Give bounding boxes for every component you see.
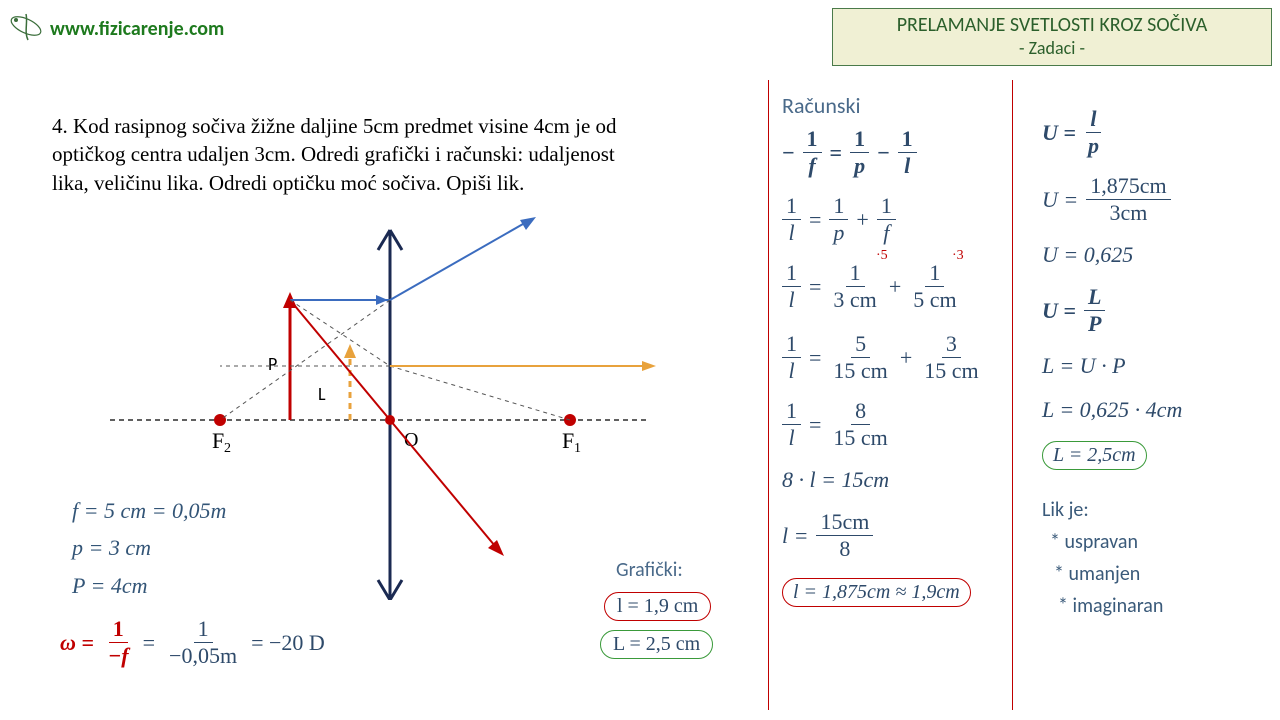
given-p: p = 3 cm [72, 529, 226, 566]
step6: l = 15cm8 [782, 511, 992, 560]
given-f: f = 5 cm = 0,05m [72, 492, 226, 529]
u-formula2: U = LP [1042, 286, 1262, 335]
calc-column-right: U = lp U = 1,875cm3cm U = 0,625 U = LP L… [1042, 108, 1262, 622]
site-logo: www.fizicarenje.com [8, 8, 224, 49]
given-values: f = 5 cm = 0,05m p = 3 cm P = 4cm [72, 492, 226, 604]
lik-description: Lik je: * uspravan * umanjen * imaginara… [1042, 494, 1262, 622]
u-val: U = 0,625 [1042, 242, 1262, 268]
title-sub: - Zadaci - [833, 37, 1271, 59]
L-result: L = 2,5cm [1042, 441, 1262, 470]
L-calc: L = 0,625 · 4cm [1042, 397, 1262, 423]
svg-text:F: F [212, 428, 224, 453]
problem-text: 4. Kod rasipnog sočiva žižne daljine 5cm… [52, 112, 632, 197]
result-l: l = 1,875cm ≈ 1,9cm [782, 578, 992, 607]
racunski-label: Računski [782, 92, 861, 119]
u-formula: U = lp [1042, 108, 1262, 157]
given-P: P = 4cm [72, 567, 226, 604]
graficki-label: Grafički: [616, 558, 683, 582]
step5: 8 · l = 15cm [782, 467, 992, 493]
step4: 1l = 815 cm [782, 400, 992, 449]
divider-2 [1012, 80, 1013, 710]
omega-symbol: ω = [60, 630, 94, 656]
logo-text: www.fizicarenje.com [50, 17, 224, 41]
svg-text:L: L [318, 383, 326, 405]
svg-text:P: P [268, 353, 277, 375]
step3: 1l = 515 cm + 315 cm [782, 333, 992, 382]
title-main: PRELAMANJE SVETLOSTI KROZ SOČIVA [833, 13, 1271, 37]
title-box: PRELAMANJE SVETLOSTI KROZ SOČIVA - Zadac… [832, 8, 1272, 66]
graficki-l: l = 1,9 cm [604, 592, 711, 621]
step2: 1l = 13 cm + 15 cm ·5 ·3 [782, 262, 992, 311]
L-eq-UP: L = U · P [1042, 353, 1262, 379]
svg-text:2: 2 [224, 441, 231, 456]
svg-text:F: F [562, 428, 574, 453]
omega-equation: ω = 1 −f = 1 −0,05m = −20 D [60, 618, 325, 667]
logo-icon [8, 8, 44, 49]
divider-1 [768, 80, 769, 710]
u-calc: U = 1,875cm3cm [1042, 175, 1262, 224]
step1: 1l = 1p + 1f [782, 195, 992, 244]
calc-column-left: − 1f = 1p − 1l 1l = 1p + 1f 1l = 13 cm +… [782, 128, 992, 607]
lens-formula: − 1f = 1p − 1l [782, 128, 992, 177]
svg-text:1: 1 [574, 441, 581, 456]
graficki-L: L = 2,5 cm [600, 630, 713, 659]
